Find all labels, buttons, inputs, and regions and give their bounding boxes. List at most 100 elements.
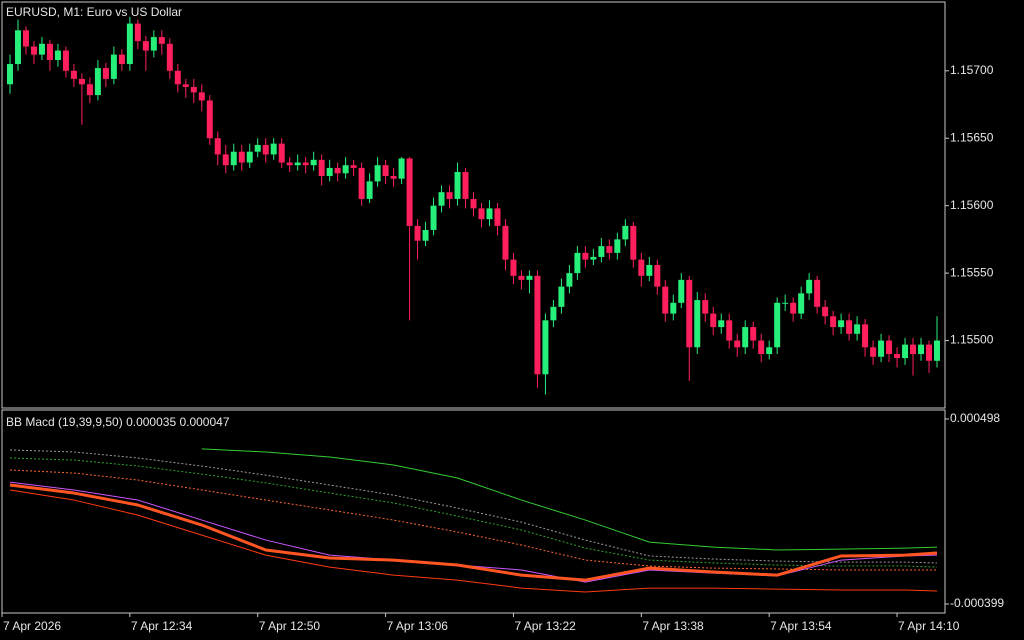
candle-body [270,143,277,155]
candle-body [366,181,373,199]
candle-body [438,192,445,206]
candle-body [542,320,549,375]
candle-body [526,275,533,280]
candle-body [822,306,829,317]
candle-body [54,50,61,60]
candle-body [62,50,69,71]
candle-body [110,54,117,79]
candle-body [470,198,477,209]
candle-body [390,176,397,179]
y-tick-label: 0.000498 [950,411,1000,425]
candle-body [910,344,917,355]
candle-body [214,138,221,155]
candle-body [86,84,93,96]
candle-body [598,246,605,257]
candle-body [878,340,885,357]
candle-body [182,84,189,87]
candle-body [654,265,661,287]
candle-body [894,354,901,359]
indicator-line [9,449,938,564]
candle-body [558,286,565,307]
candle-body [534,275,541,375]
candle-body [230,151,237,166]
candle-body [742,327,749,348]
candle-body [846,320,853,334]
candle-body [134,23,141,42]
candle-body [646,265,653,276]
candle-body [518,275,525,280]
candle-body [798,293,805,314]
candle-body [302,162,309,166]
indicator-line [9,457,938,568]
candle-body [782,302,789,304]
candle-body [78,78,85,85]
candle-body [238,151,245,163]
y-tick-label: 1.15500 [950,333,994,347]
candle-body [766,347,773,355]
indicator-title: BB Macd (19,39,9,50) 0.000035 0.000047 [6,415,230,429]
candle-body [486,208,493,220]
candle-body [142,41,149,51]
candle-body [590,256,597,260]
candle-body [806,279,813,294]
indicator-panel [1,409,946,614]
candle-body [222,154,229,166]
candle-body [326,167,333,176]
candle-body [510,259,517,276]
candle-body [550,306,557,321]
candle-body [150,37,157,51]
x-tick-label: 7 Apr 2026 [3,619,61,633]
candle-body [262,144,269,155]
candle-body [406,158,413,226]
candle-body [582,252,589,260]
candle-body [30,46,37,55]
candle-body [774,302,781,348]
candle-body [614,239,621,253]
y-tick-label: -0.000399 [950,596,1004,610]
x-tick-label: 7 Apr 12:50 [259,619,321,633]
candle-body [126,23,133,65]
candle-body [622,225,629,240]
candle-body [278,143,285,163]
candle-body [606,246,613,253]
candle-body [430,205,437,230]
candle-body [718,320,725,328]
candle-body [38,43,45,55]
y-tick-label: 1.15700 [950,63,994,77]
candle-body [694,300,701,348]
candle-body [254,144,261,152]
candle-body [502,225,509,260]
candle-body [710,313,717,328]
candle-body [686,279,693,348]
indicator-line [9,481,938,583]
candle-body [414,225,421,241]
candle-body [478,208,485,220]
candle-body [310,159,317,166]
candle-body [350,165,357,168]
y-tick-label: 1.15550 [950,265,994,279]
candle-body [758,340,765,355]
candle-body [726,320,733,341]
x-tick-label: 7 Apr 14:10 [898,619,960,633]
candle-body [830,316,837,328]
candle-body [198,92,205,101]
candle-body [342,165,349,174]
candle-body [886,340,893,355]
candle-body [918,344,925,355]
candle-body [174,70,181,85]
candle-body [46,43,53,60]
candle-body [318,159,325,176]
candle-body [382,165,389,176]
candle-body [398,158,405,179]
candle-body [838,320,845,328]
candle-body [206,100,213,139]
candle-body [854,324,861,334]
candle-body [446,192,453,199]
candle-body [870,347,877,357]
candle-body [638,259,645,276]
candle-body [374,165,381,182]
candle-body [678,279,685,303]
y-tick-label: 1.15600 [950,198,994,212]
chart-title: EURUSD, M1: Euro vs US Dollar [6,5,182,19]
candle-body [22,30,29,47]
